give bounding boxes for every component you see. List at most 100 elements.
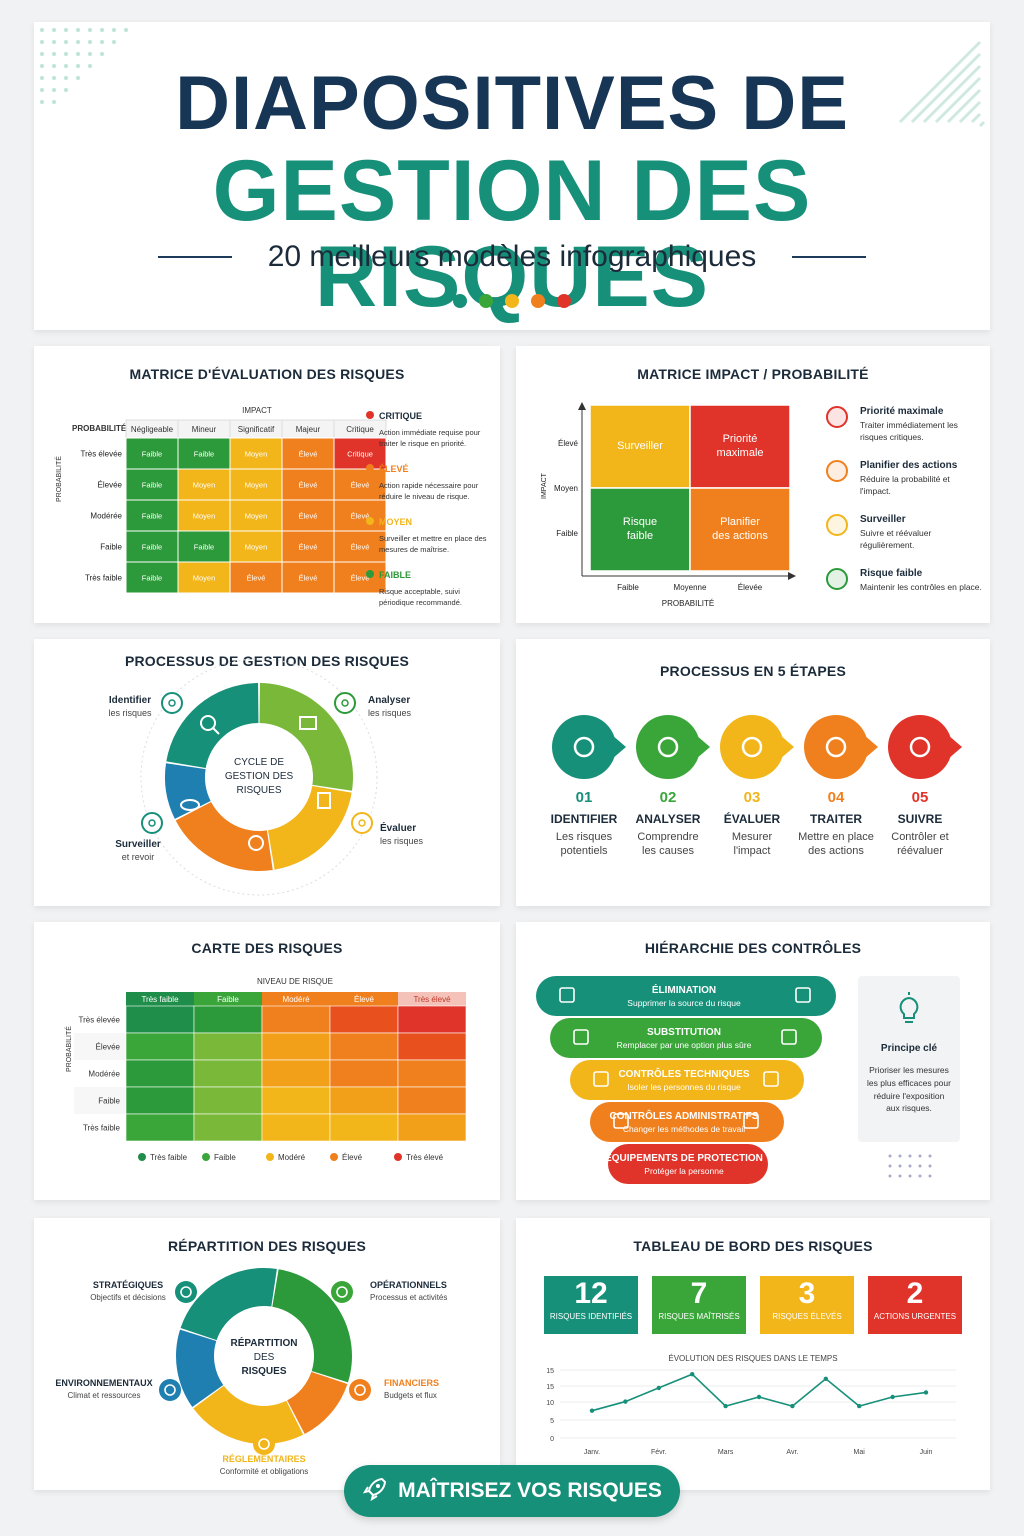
header-card: DIAPOSITIVES DE GESTION DES RISQUES 20 m…: [34, 22, 990, 330]
orbit-ring: [140, 658, 378, 896]
risk-dashboard-card: TABLEAU DE BORD DES RISQUES ÉVOLUTION DE…: [516, 1218, 990, 1490]
matrix-cell-label: Moyen: [193, 512, 216, 521]
y-tick-label: Faible: [556, 529, 578, 538]
legend-desc: Suivre et réévaluer régulièrement.: [860, 528, 932, 550]
category-icon: [175, 1281, 197, 1303]
row-label: Faible: [100, 543, 122, 552]
step-name: TRAITER: [810, 812, 862, 826]
hierarchy-level-name: SUBSTITUTION: [647, 1027, 721, 1038]
icon-glyph: [354, 1384, 366, 1396]
heatmap-row-label-cell: [74, 1060, 126, 1087]
search-icon: [573, 736, 595, 758]
hierarchy-level-desc: Remplacer par une option plus sûre: [617, 1040, 752, 1050]
eye-icon: [141, 812, 163, 834]
scale-icon: [741, 736, 763, 758]
heatmap-col-header: Très faible: [141, 995, 179, 1004]
heatmap-row-label-cell: [74, 1087, 126, 1114]
heatmap-col-header: Faible: [217, 995, 239, 1004]
matrix-cell-label: Moyen: [193, 574, 216, 583]
impact-probability-matrix-card: MATRICE IMPACT / PROBABILITÉ Surveiller P…: [516, 346, 990, 623]
quadrant-label: Risque: [623, 516, 657, 528]
dot-pattern-decoration: [40, 28, 128, 104]
step-desc: Mettre en place des actions: [798, 831, 874, 858]
gear-icon: [825, 736, 847, 758]
hierarchy-level-name: ÉQUIPEMENTS DE PROTECTION: [605, 1151, 763, 1164]
legend-icon: [826, 568, 848, 590]
x-axis-arrow: [788, 572, 796, 580]
process-step: 03 ÉVALUER Mesurer l'impact: [714, 783, 790, 859]
heatmap-cell: [397, 1086, 467, 1115]
heatmap-cell: [193, 1086, 263, 1115]
card-title: MATRICE D'ÉVALUATION DES RISQUES: [129, 366, 405, 382]
card-title: PROCESSUS DE GESTION DES RISQUES: [124, 653, 410, 669]
risk-evolution-chart: 15 15 10 5 0 Janv. Févr. Mars Avr. Mai Juin: [546, 1368, 956, 1456]
heatmap-cell: [125, 1059, 195, 1088]
icon-glyph: [148, 819, 156, 827]
color-dot: [557, 294, 571, 308]
cycle-item-desc: les risques: [368, 708, 412, 718]
category-icon: [159, 1379, 181, 1401]
impact-legend: Priorité maximale Traiter immédiatement l…: [826, 406, 982, 622]
kpi-label: RISQUES ÉLEVÉS: [772, 1312, 842, 1321]
matrix-cell-label: Faible: [142, 450, 162, 459]
distribution-center-text: RÉPARTITION: [230, 1336, 297, 1349]
step-name: SUIVRE: [897, 812, 943, 826]
master-risks-button[interactable]: MAÎTRISEZ VOS RISQUES: [344, 1465, 680, 1517]
subtitle-rule-right: [792, 256, 866, 258]
matrix-cell-label: Moyen: [245, 543, 268, 552]
heatmap-row-label: Faible: [98, 1097, 120, 1106]
color-dot: [505, 294, 519, 308]
heatmap-legend-dot: [394, 1153, 402, 1161]
heatmap-cell: [329, 1059, 399, 1088]
quadrant-label: faible: [627, 530, 653, 542]
cycle-item-name: Surveiller: [115, 839, 161, 850]
y-axis-arrow: [578, 402, 586, 410]
icon-glyph: [180, 1286, 192, 1298]
kpi-label: RISQUES MAÎTRISÉS: [658, 1312, 740, 1321]
process-cycle-card: PROCESSUS DE GESTION DES RISQUES CYCLE D…: [34, 639, 500, 906]
decor-dot: [888, 1154, 892, 1158]
hierarchy-level: [590, 1102, 784, 1142]
step-number: 04: [827, 789, 845, 806]
matrix-cell-label: Élevé: [351, 512, 370, 521]
heatmap-row-label: Très élevée: [79, 1016, 121, 1025]
heatmap-row-label: Très faible: [83, 1124, 121, 1133]
matrix-cell-label: Faible: [194, 543, 214, 552]
quadrant-label: Priorité: [723, 433, 758, 445]
heatmap-legend-dot: [138, 1153, 146, 1161]
y-tick-label: 15: [546, 1368, 554, 1375]
page-title-line1: DIAPOSITIVES DE: [175, 61, 849, 146]
kpi-label: ACTIONS URGENTES: [873, 1312, 957, 1321]
data-point: [623, 1399, 628, 1404]
process-step: 02 ANALYSER Comprendre les causes: [630, 783, 706, 859]
legend-desc: Action rapide nécessaire pour réduire le…: [379, 481, 479, 501]
matrix-cell: [177, 499, 231, 532]
heatmap-col-header: Élevé: [354, 995, 375, 1004]
step-circle: [552, 715, 616, 779]
hierarchy-icon-left: [613, 1113, 629, 1129]
cycle-item-desc: les risques: [108, 708, 152, 718]
five-step-circles: [552, 715, 962, 779]
cycle-segment: [259, 683, 354, 791]
heatmap-row-label: Modérée: [88, 1070, 120, 1079]
matrix-cell: [125, 530, 179, 563]
matrix-cell-label: Élevé: [351, 574, 370, 583]
pie-icon: [657, 736, 679, 758]
heatmap-cell: [397, 1059, 467, 1088]
card-title: TABLEAU DE BORD DES RISQUES: [633, 1238, 873, 1254]
row-label: Très élevée: [81, 450, 123, 459]
category-desc: Objectifs et décisions: [90, 1293, 166, 1302]
column-header: Mineur: [192, 425, 217, 434]
five-step-process-card: PROCESSUS EN 5 ÉTAPES 01 IDENTIFIER Les ri…: [516, 639, 990, 906]
legend-icon: [826, 514, 848, 536]
matrix-cell-label: Faible: [142, 512, 162, 521]
step-arrow: [864, 735, 878, 759]
x-tick-label: Févr.: [651, 1449, 667, 1456]
quadrant: [689, 404, 791, 489]
heatmap-legend-dot: [202, 1153, 210, 1161]
legend-name: FAIBLE: [379, 570, 412, 580]
category-desc: Processus et activités: [370, 1293, 447, 1302]
card-title: HIÉRARCHIE DES CONTRÔLES: [644, 940, 862, 956]
data-point: [656, 1385, 661, 1391]
matrix-cell-label: Faible: [142, 481, 162, 490]
